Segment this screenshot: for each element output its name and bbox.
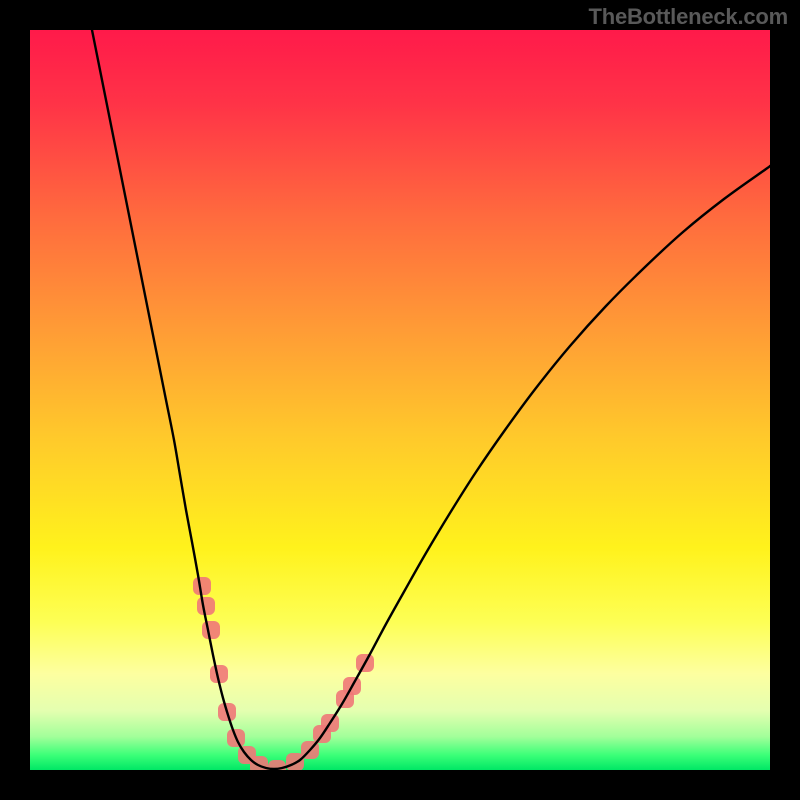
marker-point xyxy=(202,621,220,639)
plot-area xyxy=(30,30,770,770)
watermark-text: TheBottleneck.com xyxy=(588,4,788,30)
marker-point xyxy=(197,597,215,615)
plot-svg xyxy=(30,30,770,770)
marker-point xyxy=(286,753,304,770)
plot-background xyxy=(30,30,770,770)
chart-frame: TheBottleneck.com xyxy=(0,0,800,800)
